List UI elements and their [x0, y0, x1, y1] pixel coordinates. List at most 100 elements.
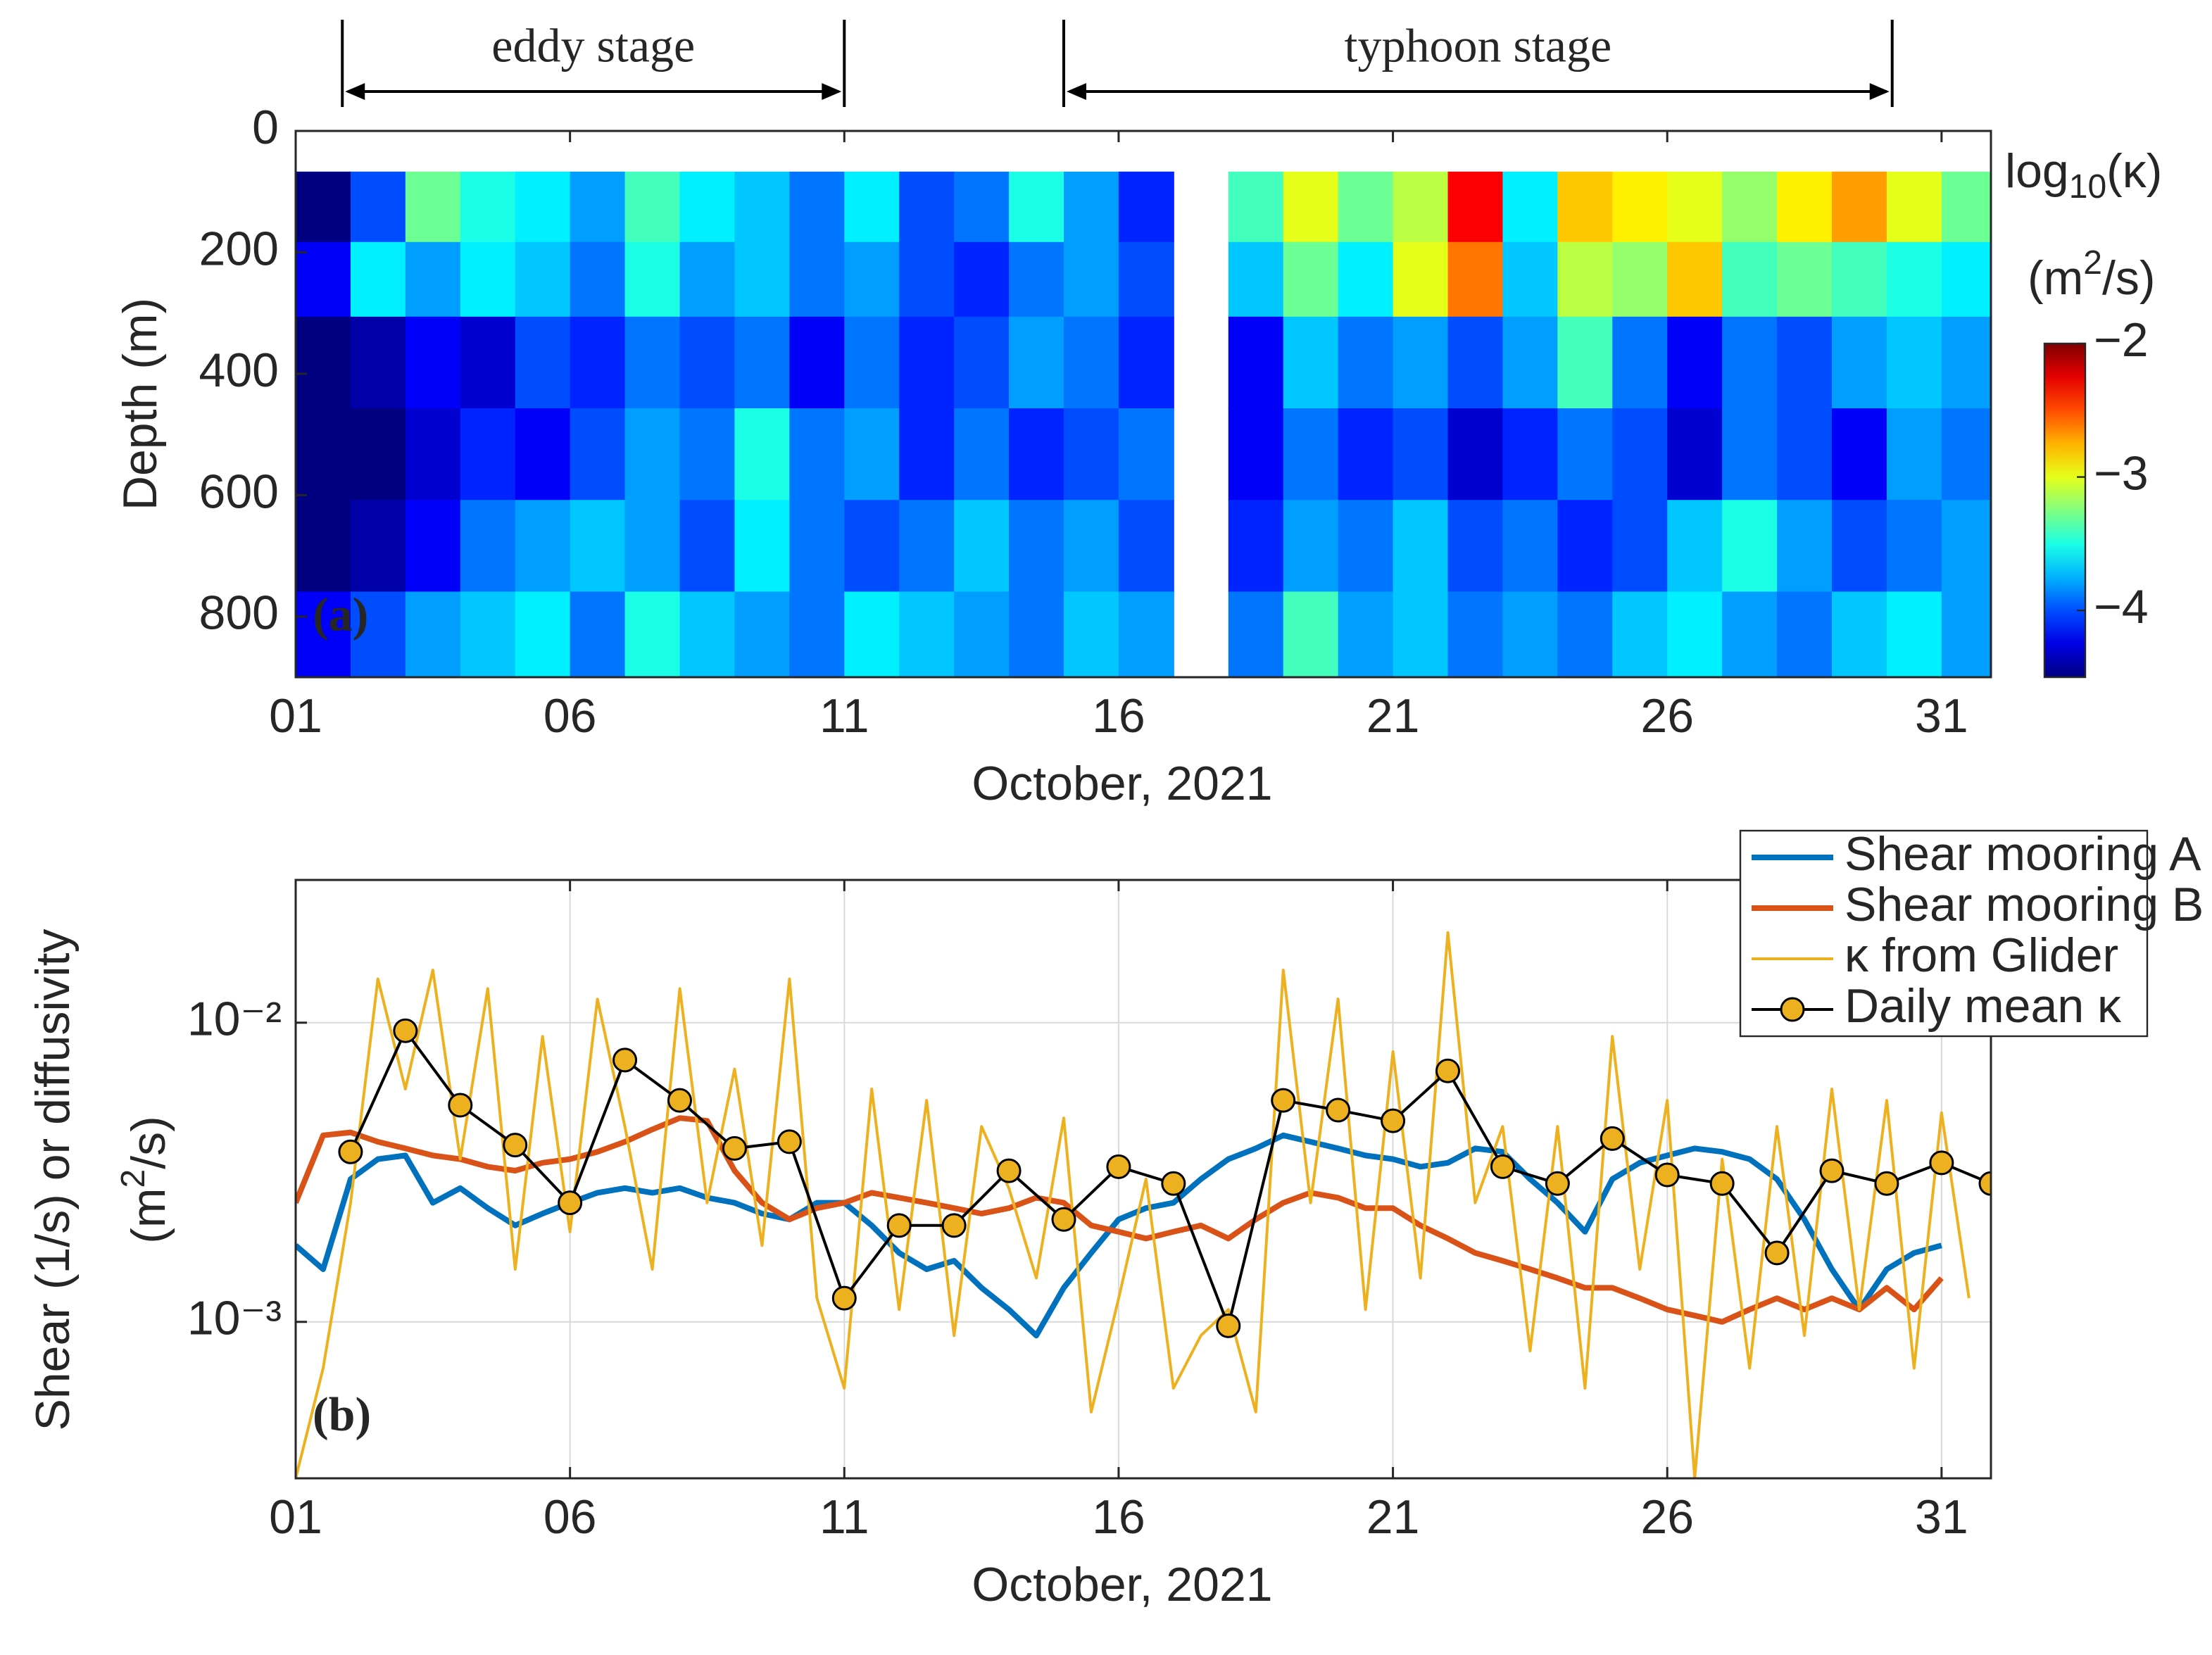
heatmap-cell	[296, 316, 351, 410]
heatmap-cell	[679, 408, 736, 501]
heatmap-cell	[1447, 591, 1504, 677]
y-axis-label: Shear (1/s) or diffusivity	[26, 929, 80, 1430]
axes-box	[294, 130, 1992, 679]
heatmap-cell	[1667, 171, 1723, 243]
heatmap-cell	[1557, 408, 1614, 501]
series-marker	[503, 1133, 528, 1158]
legend-label: Shear mooring B	[1845, 878, 2204, 931]
heatmap-cell	[1667, 500, 1723, 593]
series-marker	[1106, 1154, 1131, 1179]
series-marker	[1545, 1171, 1570, 1196]
heatmap-cell	[1502, 171, 1559, 243]
heatmap-cell	[1064, 316, 1119, 410]
heatmap-cell	[1064, 241, 1119, 317]
series-marker	[1929, 1150, 1954, 1176]
heatmap-cell	[460, 171, 516, 243]
heatmap-cell	[624, 171, 681, 243]
x-tick-label: 06	[543, 689, 597, 743]
heatmap-cell	[350, 316, 406, 410]
heatmap-cell	[405, 171, 461, 243]
heatmap-cell	[789, 171, 846, 243]
heatmap-cell	[1941, 171, 1991, 243]
colorbar-units: (m2/s)	[2028, 244, 2156, 305]
heatmap-cell	[1941, 591, 1991, 677]
x-tick-label: 31	[1915, 1490, 1968, 1544]
series-marker	[448, 1093, 473, 1118]
heatmap-cell	[1009, 500, 1065, 593]
heatmap-cell	[1777, 171, 1833, 243]
series-marker	[1435, 1058, 1461, 1083]
heatmap-cell	[1722, 241, 1778, 317]
heatmap-cell	[679, 500, 736, 593]
heatmap-cell	[1393, 241, 1449, 317]
heatmap-cell	[350, 500, 406, 593]
heatmap-cell	[570, 591, 626, 677]
heatmap-cell	[570, 171, 626, 243]
heatmap-cell	[570, 500, 626, 593]
heatmap-cell	[1886, 500, 1942, 593]
heatmap-cell	[1667, 408, 1723, 501]
heatmap-cell	[899, 316, 955, 410]
heatmap-cell	[1886, 591, 1942, 677]
heatmap-cell	[1941, 408, 1991, 501]
heatmap-cell	[624, 241, 681, 317]
heatmap-cell	[405, 500, 461, 593]
heatmap-cell	[844, 500, 900, 593]
series-marker	[338, 1139, 363, 1164]
heatmap-cell	[1118, 241, 1174, 317]
heatmap-cell	[1777, 408, 1833, 501]
heatmap-cell	[1393, 591, 1449, 677]
heatmap-cell	[1118, 591, 1174, 677]
heatmap-cell	[1612, 316, 1669, 410]
heatmap-cell	[1722, 408, 1778, 501]
heatmap-cell	[844, 316, 900, 410]
x-axis-label: October, 2021	[972, 757, 1272, 810]
panel-label: (b)	[313, 1387, 371, 1441]
heatmap-cell	[515, 500, 571, 593]
colorbar-tick-label: −2	[2094, 313, 2149, 367]
series-marker	[722, 1135, 747, 1161]
heatmap-cell	[1228, 316, 1284, 410]
colorbar-units-part: /s)	[2102, 251, 2156, 305]
heatmap-cell	[1722, 500, 1778, 593]
heatmap-cell	[789, 591, 846, 677]
series-marker	[1764, 1240, 1790, 1266]
heatmap-cell	[734, 316, 791, 410]
legend-label: Shear mooring A	[1845, 827, 2201, 881]
series-marker	[558, 1190, 583, 1216]
series-marker	[667, 1088, 693, 1113]
x-tick-label: 26	[1640, 1490, 1694, 1544]
heatmap-cell	[1064, 500, 1119, 593]
heatmap-cell	[1393, 500, 1449, 593]
heatmap-cell	[624, 500, 681, 593]
series-marker	[1051, 1207, 1076, 1232]
heatmap-cell	[350, 408, 406, 501]
x-tick-label: 11	[819, 689, 869, 743]
colorbar-label: log10(κ)	[2005, 144, 2162, 206]
heatmap-cell	[1009, 591, 1065, 677]
heatmap-cell	[1447, 316, 1504, 410]
heatmap-cell	[1009, 408, 1065, 501]
heatmap-cell	[679, 591, 736, 677]
series-marker	[1490, 1154, 1515, 1179]
x-tick-label: 21	[1366, 1490, 1420, 1544]
series-marker	[941, 1213, 967, 1238]
heatmap-cell	[296, 171, 351, 243]
heatmap-cell	[405, 408, 461, 501]
heatmap-cell	[1941, 500, 1991, 593]
heatmap-cell	[679, 316, 736, 410]
y-tick-label: 800	[199, 586, 279, 640]
heatmap-cell	[624, 408, 681, 501]
heatmap-cell	[296, 241, 351, 317]
x-tick-label: 06	[543, 1490, 597, 1544]
heatmap-cell	[899, 500, 955, 593]
heatmap-cell	[405, 591, 461, 677]
series-marker	[831, 1285, 857, 1311]
heatmap-cell	[734, 171, 791, 243]
heatmap-cell	[624, 316, 681, 410]
heatmap-cell	[1338, 171, 1394, 243]
heatmap-cell	[1557, 241, 1614, 317]
heatmap-cell	[1777, 500, 1833, 593]
